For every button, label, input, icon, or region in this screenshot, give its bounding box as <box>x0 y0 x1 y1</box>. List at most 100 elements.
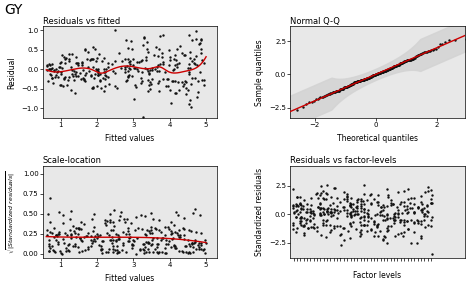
Point <box>111 247 118 252</box>
Point <box>355 79 363 84</box>
Point <box>164 241 172 246</box>
Point <box>369 73 377 78</box>
Point <box>415 53 423 57</box>
Point <box>427 197 434 202</box>
Point <box>351 80 358 85</box>
Point <box>159 236 167 240</box>
Point <box>101 77 109 81</box>
Point <box>78 249 85 254</box>
Point <box>289 221 297 226</box>
Point <box>355 79 362 84</box>
Point <box>125 59 133 64</box>
Point <box>291 210 298 214</box>
Point <box>301 232 308 237</box>
Point <box>390 64 398 69</box>
Point <box>319 223 327 227</box>
Point <box>294 212 301 217</box>
Point <box>178 249 186 254</box>
Point <box>94 73 102 78</box>
Point <box>354 79 361 84</box>
Point <box>354 79 362 84</box>
Point <box>387 201 394 205</box>
Point <box>197 46 205 51</box>
Point <box>361 77 369 81</box>
Point <box>189 244 197 249</box>
Point <box>53 69 61 74</box>
Point <box>404 58 412 63</box>
Point <box>364 208 372 212</box>
Point <box>409 57 417 61</box>
Point <box>119 241 127 246</box>
Point <box>384 67 392 72</box>
Point <box>316 200 324 205</box>
Point <box>376 71 383 75</box>
Point <box>352 80 359 84</box>
Point <box>163 250 170 255</box>
Point <box>391 210 399 215</box>
Point <box>46 229 54 234</box>
Point <box>48 244 56 249</box>
Point <box>361 217 368 222</box>
Point <box>410 196 418 201</box>
Point <box>394 62 402 67</box>
Point <box>76 236 84 241</box>
Point <box>122 232 129 237</box>
Point <box>405 58 412 62</box>
Point <box>72 230 79 235</box>
Point <box>112 232 119 236</box>
Point <box>67 87 75 92</box>
Point <box>91 233 98 238</box>
Point <box>172 245 179 250</box>
Point <box>371 212 379 217</box>
Point <box>57 83 64 88</box>
Point <box>347 202 355 206</box>
Point <box>71 243 79 248</box>
Point <box>347 212 355 217</box>
Point <box>377 70 384 74</box>
Point <box>356 79 364 83</box>
Point <box>154 81 162 85</box>
Point <box>293 203 301 207</box>
Point <box>331 185 338 190</box>
Point <box>354 212 361 217</box>
Point <box>121 56 129 61</box>
Point <box>319 210 327 215</box>
Point <box>81 77 88 81</box>
Point <box>109 246 117 251</box>
Point <box>323 209 331 213</box>
Point <box>173 246 180 251</box>
Point <box>83 57 91 61</box>
Point <box>292 209 300 213</box>
Point <box>364 211 371 215</box>
Point <box>135 69 142 73</box>
Point <box>84 246 92 251</box>
Point <box>128 246 136 251</box>
Point <box>310 222 318 226</box>
Point <box>59 221 67 226</box>
Point <box>59 213 67 218</box>
Point <box>329 90 337 95</box>
Point <box>94 71 102 75</box>
Point <box>168 231 176 235</box>
Point <box>142 214 149 219</box>
Point <box>394 210 402 215</box>
Point <box>385 67 392 71</box>
Point <box>73 54 80 59</box>
Point <box>46 72 54 77</box>
Point <box>363 76 370 81</box>
Point <box>434 44 441 49</box>
Point <box>46 237 53 242</box>
Point <box>400 59 408 64</box>
Point <box>323 217 330 222</box>
Point <box>124 73 132 78</box>
Point <box>191 241 198 246</box>
Point <box>410 210 418 214</box>
Point <box>101 70 109 75</box>
Point <box>403 58 411 63</box>
Point <box>326 203 333 208</box>
Point <box>403 219 411 224</box>
Point <box>107 238 114 243</box>
Point <box>368 74 375 79</box>
Point <box>292 203 300 208</box>
Point <box>377 69 385 74</box>
